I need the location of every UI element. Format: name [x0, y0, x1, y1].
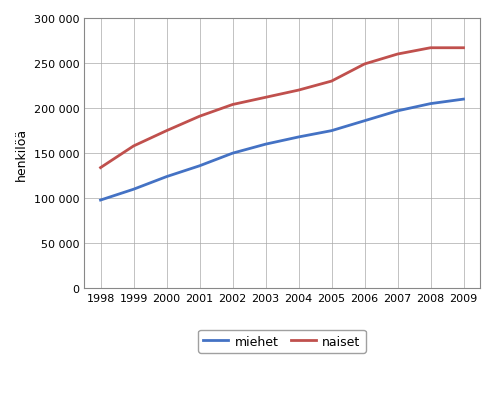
naiset: [163, 129, 169, 134]
naiset: [395, 53, 400, 57]
naiset: [428, 46, 434, 51]
naiset: [460, 46, 466, 51]
naiset: [98, 166, 103, 170]
Line: miehet: miehet: [100, 100, 463, 200]
miehet: [98, 198, 103, 203]
miehet: [163, 175, 169, 180]
naiset: [296, 89, 301, 93]
miehet: [329, 129, 335, 134]
miehet: [460, 97, 466, 102]
naiset: [197, 115, 202, 119]
miehet: [296, 135, 301, 140]
miehet: [361, 119, 367, 124]
miehet: [230, 152, 236, 156]
naiset: [230, 103, 236, 107]
miehet: [395, 109, 400, 114]
miehet: [197, 164, 202, 169]
naiset: [131, 144, 137, 149]
miehet: [428, 102, 434, 107]
Legend: miehet, naiset: miehet, naiset: [198, 330, 366, 353]
miehet: [131, 187, 137, 192]
naiset: [329, 79, 335, 84]
Y-axis label: henkilöä: henkilöä: [15, 127, 28, 180]
miehet: [262, 142, 268, 147]
naiset: [361, 63, 367, 67]
naiset: [262, 96, 268, 101]
Line: naiset: naiset: [100, 49, 463, 168]
